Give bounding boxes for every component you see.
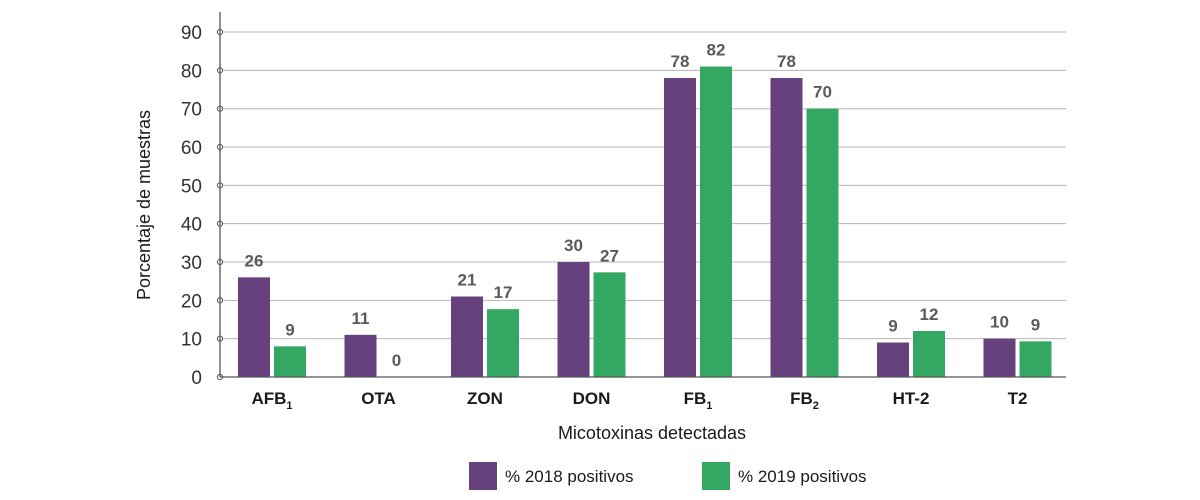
bars <box>238 66 1052 377</box>
data-label: 9 <box>1031 315 1040 334</box>
data-label: 21 <box>458 271 477 290</box>
bar <box>238 277 270 377</box>
bar <box>700 66 732 377</box>
bar <box>913 331 945 377</box>
bar <box>557 262 590 377</box>
data-label: 11 <box>352 309 370 328</box>
bar <box>770 78 803 377</box>
x-tick-label: HT-2 <box>893 389 930 408</box>
data-label: 10 <box>990 313 1009 332</box>
bar <box>451 296 483 377</box>
legend-label: % 2018 positivos <box>505 467 634 486</box>
y-tick-label: 30 <box>181 253 202 274</box>
data-label: 78 <box>777 52 796 71</box>
y-axis-title: Porcentaje de muestras <box>134 110 154 300</box>
bar <box>593 272 626 377</box>
legend-swatch <box>469 462 497 490</box>
y-tick-label: 40 <box>181 215 202 236</box>
bar <box>1019 341 1052 377</box>
bar <box>806 108 839 377</box>
bar <box>274 346 306 377</box>
bar <box>983 338 1016 377</box>
y-tick-label: 0 <box>191 368 202 389</box>
legend-label: % 2019 positivos <box>738 467 867 486</box>
data-label: 70 <box>813 83 832 102</box>
data-labels: 26 9 11 0 21 17 30 27 78 82 78 70 9 12 10 9 <box>245 41 1041 370</box>
y-tick-label: 10 <box>181 330 202 351</box>
x-tick-label: FB1 <box>684 389 713 412</box>
y-tick-label: 20 <box>181 291 202 312</box>
bar <box>344 334 377 377</box>
x-tick-label: FB2 <box>790 389 819 412</box>
bar <box>664 78 696 377</box>
data-label: 9 <box>285 320 294 339</box>
y-tick-label: 50 <box>181 176 202 197</box>
x-tick-label: OTA <box>361 389 396 408</box>
axes <box>216 12 1066 381</box>
data-label: 17 <box>494 283 513 302</box>
x-axis-title: Micotoxinas detectadas <box>558 423 746 443</box>
bar <box>877 342 909 377</box>
y-tick-label: 60 <box>181 138 202 159</box>
y-tick-label: 70 <box>181 100 202 121</box>
data-label: 0 <box>392 351 401 370</box>
x-tick-label: ZON <box>467 389 503 408</box>
data-label: 30 <box>564 236 583 255</box>
y-tick-label: 80 <box>181 61 202 82</box>
bar <box>487 309 519 377</box>
data-label: 12 <box>920 305 939 324</box>
x-tick-label: AFB1 <box>251 389 292 412</box>
data-label: 9 <box>888 317 897 336</box>
data-label: 27 <box>600 246 619 265</box>
data-label: 26 <box>245 251 264 270</box>
data-label: 82 <box>707 41 726 60</box>
x-tick-label: T2 <box>1008 389 1028 408</box>
gridlines <box>220 31 1066 340</box>
y-tick-label: 90 <box>181 23 202 44</box>
x-tick-label: DON <box>573 389 611 408</box>
legend: % 2018 positivos % 2019 positivos <box>469 462 867 490</box>
legend-swatch <box>702 462 730 490</box>
data-label: 78 <box>671 52 690 71</box>
x-category-labels: AFB1 OTA ZON DON FB1 FB2 HT-2 T2 <box>251 389 1027 412</box>
y-tick-labels: 0 10 20 30 40 50 60 70 80 90 <box>181 23 202 389</box>
